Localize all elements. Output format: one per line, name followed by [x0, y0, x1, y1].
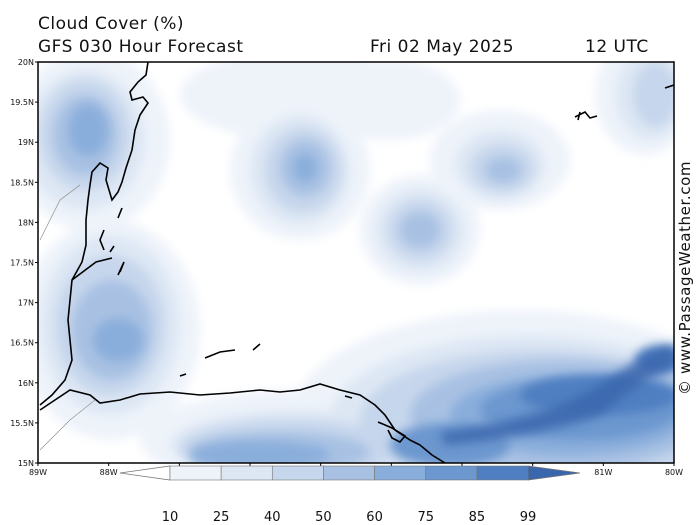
- lat-tick-label: 18N: [18, 218, 34, 227]
- chart-title: Cloud Cover (%): [38, 14, 185, 34]
- lon-tick-label: 81W: [594, 468, 612, 477]
- lat-tick-label: 17.5N: [10, 259, 34, 268]
- lon-tick-label: 88W: [100, 468, 118, 477]
- colorbar-left-arrow: [119, 465, 171, 481]
- coastline: [39, 62, 674, 463]
- cloud-field: [38, 62, 674, 463]
- time-label: 12 UTC: [585, 37, 649, 57]
- colorbar-segment: [271, 465, 324, 481]
- colorbar-segment: [169, 465, 222, 481]
- lat-tick-label: 19N: [18, 138, 34, 147]
- lat-tick-label: 16N: [18, 379, 34, 388]
- date-label: Fri 02 May 2025: [370, 37, 515, 57]
- colorbar-right-arrow: [527, 465, 581, 481]
- colorbar-label: 60: [366, 510, 383, 525]
- lon-tick-label: 80W: [665, 468, 683, 477]
- colorbar-segment: [220, 465, 273, 481]
- colorbar-label: 40: [264, 510, 281, 525]
- lat-tick-label: 20N: [18, 58, 34, 67]
- lat-tick-label: 15.5N: [10, 419, 34, 428]
- border-line: [39, 184, 96, 451]
- lat-tick-label: 19.5N: [10, 98, 34, 107]
- colorbar-label: 25: [213, 510, 230, 525]
- lat-tick-label: 18.5N: [10, 178, 34, 187]
- lat-tick-label: 15N: [18, 459, 34, 468]
- colorbar-segment: [425, 465, 478, 481]
- colorbar: 10 25 40 50 60 75 85 99: [119, 465, 581, 525]
- colorbar-label: 10: [162, 510, 179, 525]
- model-label: GFS 030 Hour Forecast: [38, 37, 244, 57]
- colorbar-label: 50: [315, 510, 332, 525]
- lat-tick-label: 16.5N: [10, 339, 34, 348]
- colorbar-label: 85: [469, 510, 486, 525]
- colorbar-segment: [476, 465, 529, 481]
- lat-tick-label: 17N: [18, 299, 34, 308]
- colorbar-label: 75: [417, 510, 434, 525]
- credit-label: © www.PassageWeather.com: [676, 160, 694, 395]
- lat-axis: 20N 19.5N 19N 18.5N 18N 17.5N 17N 16.5N 16N 15.5N…: [10, 58, 38, 468]
- colorbar-segment: [323, 465, 375, 481]
- lon-tick-label: 89W: [29, 468, 47, 477]
- colorbar-segment: [374, 465, 427, 481]
- colorbar-label: 99: [520, 510, 537, 525]
